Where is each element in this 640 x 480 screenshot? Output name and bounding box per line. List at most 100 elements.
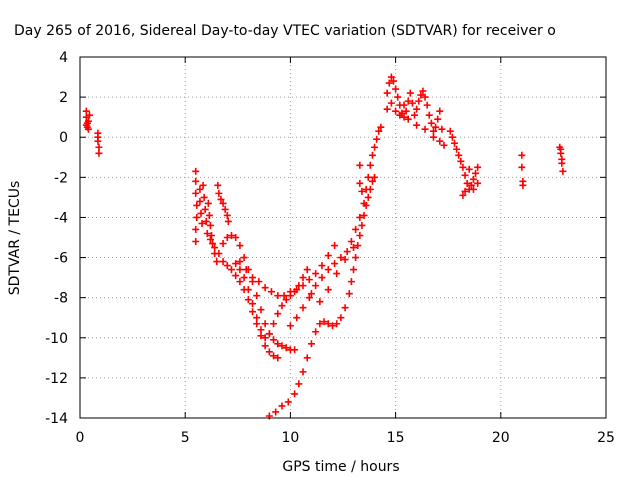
data-point [324, 266, 332, 274]
data-point [204, 199, 212, 207]
data-point [423, 101, 431, 109]
data-point [333, 320, 341, 328]
data-point [455, 151, 463, 159]
data-point [280, 292, 288, 300]
data-point [305, 294, 313, 302]
y-tick-label: -14 [45, 411, 68, 427]
data-point [267, 288, 275, 296]
data-point [84, 117, 92, 125]
data-point [352, 254, 360, 262]
data-point [373, 135, 381, 143]
data-point [404, 97, 412, 105]
data-point [199, 181, 207, 189]
data-point [299, 304, 307, 312]
data-point [419, 87, 427, 95]
data-point [94, 133, 102, 141]
data-point [244, 296, 252, 304]
data-point [461, 171, 469, 179]
data-point [206, 221, 214, 229]
x-tick-label: 0 [76, 430, 85, 446]
data-point [350, 244, 358, 252]
data-point [219, 240, 227, 248]
data-point [368, 177, 376, 185]
data-point [224, 217, 232, 225]
data-point [257, 326, 265, 334]
data-point [328, 322, 336, 330]
data-point [291, 390, 299, 398]
data-point [197, 209, 205, 217]
data-point [461, 187, 469, 195]
data-point [232, 272, 240, 280]
data-point [446, 127, 454, 135]
data-point [432, 123, 440, 131]
data-point [383, 105, 391, 113]
data-point [213, 258, 221, 266]
data-point [337, 254, 345, 262]
data-point [429, 127, 437, 135]
y-tick-label: 4 [59, 50, 68, 66]
data-point [200, 193, 208, 201]
data-point [253, 314, 261, 322]
data-point [559, 167, 567, 175]
y-tick-label: -2 [54, 170, 68, 186]
grid-lines [80, 57, 606, 418]
data-point [465, 165, 473, 173]
data-point [347, 278, 355, 286]
data-point [217, 195, 225, 203]
data-point [519, 181, 527, 189]
data-point [208, 231, 215, 239]
data-point [318, 274, 326, 282]
data-point [469, 175, 477, 183]
data-point [270, 352, 278, 360]
data-point [333, 270, 341, 278]
data-point [362, 185, 370, 193]
data-point [352, 225, 360, 233]
data-point [389, 77, 397, 85]
data-point [356, 161, 364, 169]
data-point [402, 107, 410, 115]
data-point [270, 320, 278, 328]
y-axis-label: SDTVAR / TECUs [7, 181, 23, 296]
data-point [219, 199, 227, 207]
data-point [236, 278, 244, 286]
data-point [82, 121, 90, 129]
data-point [240, 274, 248, 282]
y-tick-label: 2 [59, 90, 68, 106]
y-tick-label: -10 [45, 331, 68, 347]
data-point [356, 231, 364, 239]
x-tick-label: 10 [281, 430, 299, 446]
x-tick-label: 15 [387, 430, 405, 446]
data-point [305, 276, 313, 284]
data-point [341, 256, 349, 264]
data-point [394, 93, 402, 101]
data-point [557, 145, 565, 153]
data-point [272, 408, 280, 416]
data-point [425, 111, 433, 119]
data-point [265, 348, 273, 356]
data-point [312, 270, 320, 278]
data-point [434, 115, 442, 123]
data-point [413, 121, 421, 129]
data-point [206, 236, 214, 244]
data-point [82, 107, 90, 115]
data-point [436, 107, 444, 115]
data-point [240, 254, 248, 262]
data-point [415, 97, 423, 105]
data-point [312, 282, 320, 290]
data-point [385, 79, 393, 87]
data-point [459, 191, 467, 199]
data-point [474, 179, 482, 187]
data-point [286, 288, 294, 296]
data-point [202, 217, 210, 225]
data-point [364, 173, 372, 181]
data-point [421, 125, 429, 133]
data-point [274, 354, 282, 362]
data-point [421, 93, 429, 101]
data-point [261, 284, 269, 292]
x-tick-label: 5 [181, 430, 190, 446]
data-point [427, 119, 435, 127]
data-point [354, 242, 362, 250]
data-point [253, 292, 261, 300]
